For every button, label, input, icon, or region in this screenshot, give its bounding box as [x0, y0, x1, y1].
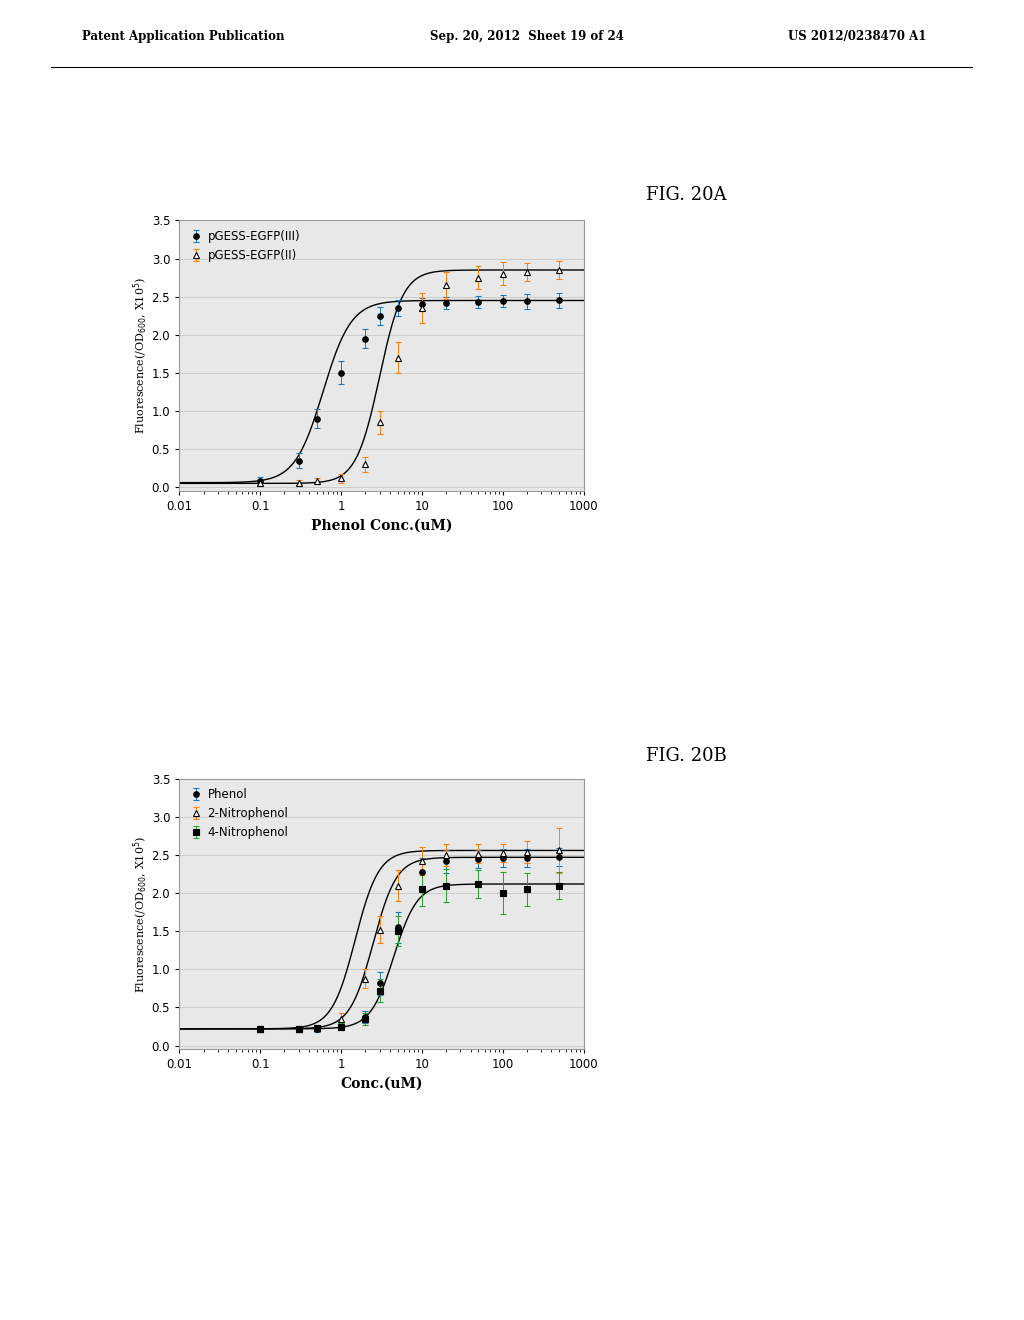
X-axis label: Conc.(uM): Conc.(uM)	[340, 1077, 423, 1092]
Text: FIG. 20A: FIG. 20A	[646, 186, 726, 203]
Text: Patent Application Publication: Patent Application Publication	[82, 30, 285, 42]
Legend: Phenol, 2-Nitrophenol, 4-Nitrophenol: Phenol, 2-Nitrophenol, 4-Nitrophenol	[185, 784, 292, 842]
X-axis label: Phenol Conc.(uM): Phenol Conc.(uM)	[310, 519, 453, 533]
Text: Sep. 20, 2012  Sheet 19 of 24: Sep. 20, 2012 Sheet 19 of 24	[430, 30, 624, 42]
Y-axis label: Fluorescence(/OD$_{600}$, X10$^5$): Fluorescence(/OD$_{600}$, X10$^5$)	[132, 836, 151, 993]
Text: US 2012/0238470 A1: US 2012/0238470 A1	[788, 30, 927, 42]
Y-axis label: Fluorescence(/OD$_{600}$, X10$^5$): Fluorescence(/OD$_{600}$, X10$^5$)	[132, 277, 151, 434]
Text: FIG. 20B: FIG. 20B	[646, 747, 726, 764]
Legend: pGESS-EGFP(III), pGESS-EGFP(II): pGESS-EGFP(III), pGESS-EGFP(II)	[185, 226, 304, 265]
